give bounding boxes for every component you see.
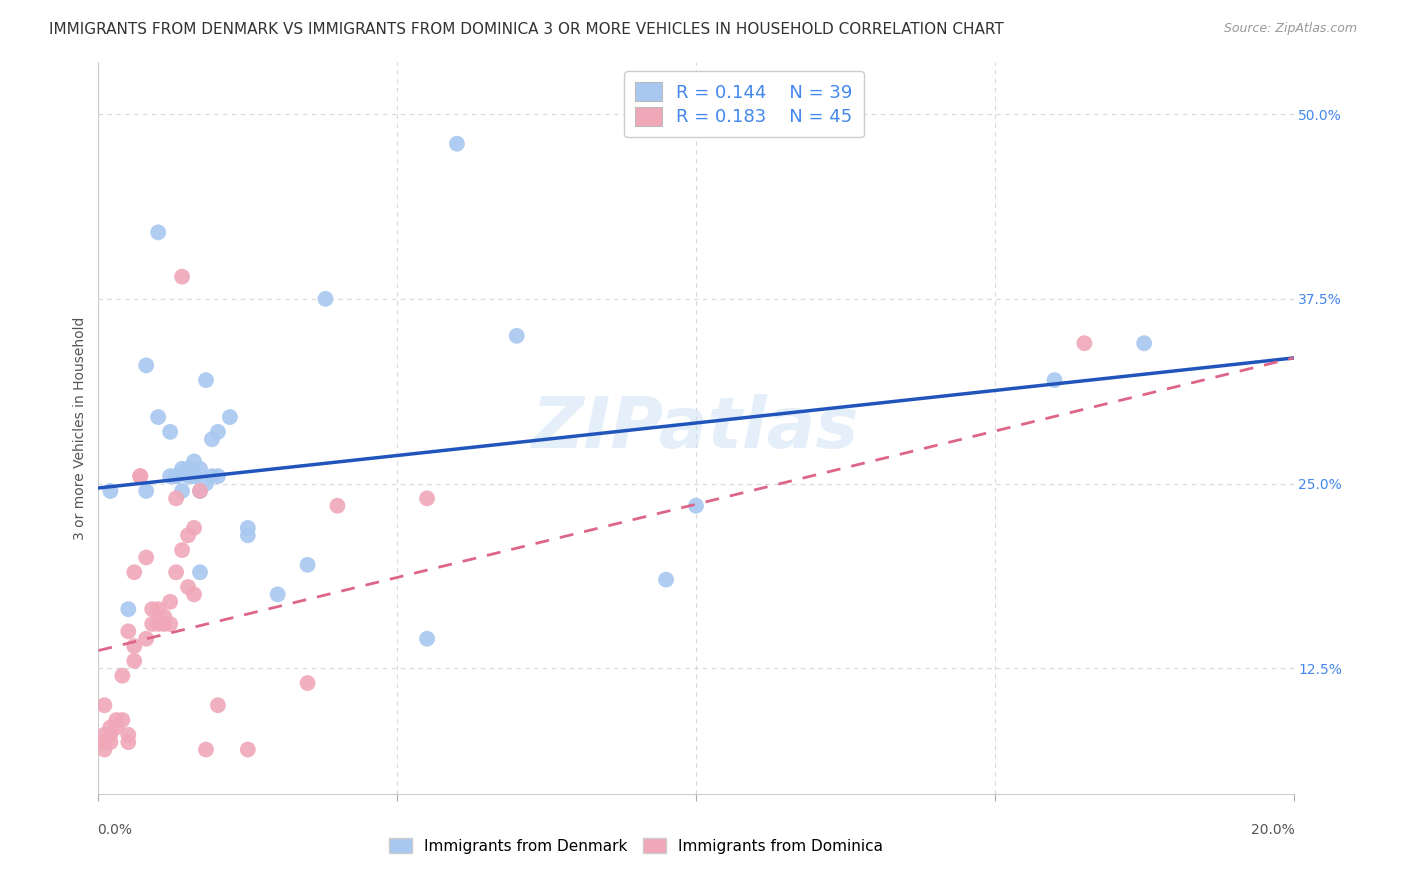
Point <box>172 462 194 476</box>
Point <box>141 616 163 631</box>
Point <box>165 566 187 580</box>
Point <box>159 616 181 631</box>
Point <box>129 469 152 483</box>
Point <box>159 469 181 483</box>
Legend: R = 0.144    N = 39, R = 0.183    N = 45: R = 0.144 N = 39, R = 0.183 N = 45 <box>624 71 863 137</box>
Point <box>98 720 122 734</box>
Point <box>93 735 115 749</box>
Point <box>195 476 218 491</box>
Point <box>195 742 218 756</box>
Point <box>93 728 115 742</box>
Point <box>117 602 139 616</box>
Point <box>124 654 146 668</box>
Point <box>236 528 259 542</box>
Point <box>188 483 211 498</box>
Point <box>148 410 170 425</box>
Point <box>124 566 146 580</box>
Point <box>165 469 187 483</box>
Text: 0.0%: 0.0% <box>97 823 132 837</box>
Point <box>416 632 439 646</box>
Point <box>177 462 200 476</box>
Point <box>416 491 439 506</box>
Point <box>153 609 176 624</box>
Point <box>135 359 157 373</box>
Point <box>148 226 170 240</box>
Point <box>236 521 259 535</box>
Point <box>93 698 115 713</box>
Point <box>297 558 319 572</box>
Point <box>183 521 205 535</box>
Point <box>135 550 157 565</box>
Point <box>188 483 211 498</box>
Point <box>148 602 170 616</box>
Point <box>207 698 229 713</box>
Text: Source: ZipAtlas.com: Source: ZipAtlas.com <box>1223 22 1357 36</box>
Point <box>195 373 218 387</box>
Point <box>446 136 468 151</box>
Text: IMMIGRANTS FROM DENMARK VS IMMIGRANTS FROM DOMINICA 3 OR MORE VEHICLES IN HOUSEH: IMMIGRANTS FROM DENMARK VS IMMIGRANTS FR… <box>49 22 1004 37</box>
Point <box>159 425 181 439</box>
Point <box>236 742 259 756</box>
Point <box>685 499 707 513</box>
Point <box>219 410 242 425</box>
Point <box>297 676 319 690</box>
Point <box>148 616 170 631</box>
Point <box>188 462 211 476</box>
Point <box>117 728 139 742</box>
Point <box>177 469 200 483</box>
Point <box>172 543 194 558</box>
Point <box>201 469 224 483</box>
Point <box>177 528 200 542</box>
Point <box>111 668 134 682</box>
Point <box>172 269 194 284</box>
Point <box>655 573 678 587</box>
Point <box>326 499 349 513</box>
Point <box>98 728 122 742</box>
Point <box>165 469 187 483</box>
Point <box>135 483 157 498</box>
Point <box>153 616 176 631</box>
Point <box>159 595 181 609</box>
Point <box>1043 373 1066 387</box>
Point <box>267 587 290 601</box>
Point <box>105 720 128 734</box>
Y-axis label: 3 or more Vehicles in Household: 3 or more Vehicles in Household <box>73 317 87 540</box>
Point <box>98 735 122 749</box>
Point <box>117 624 139 639</box>
Point <box>183 469 205 483</box>
Point <box>1073 336 1095 351</box>
Point <box>183 454 205 468</box>
Point <box>124 639 146 653</box>
Point <box>105 713 128 727</box>
Point <box>141 602 163 616</box>
Point <box>183 469 205 483</box>
Point <box>135 632 157 646</box>
Point <box>207 425 229 439</box>
Point <box>506 328 529 343</box>
Point <box>129 469 152 483</box>
Point <box>117 735 139 749</box>
Text: 20.0%: 20.0% <box>1251 823 1295 837</box>
Point <box>188 566 211 580</box>
Point <box>207 469 229 483</box>
Point <box>183 587 205 601</box>
Point <box>315 292 337 306</box>
Point <box>177 580 200 594</box>
Point <box>111 713 134 727</box>
Point <box>165 491 187 506</box>
Point <box>98 483 122 498</box>
Point <box>1133 336 1156 351</box>
Point <box>201 432 224 446</box>
Point <box>93 742 115 756</box>
Text: ZIPatlas: ZIPatlas <box>533 393 859 463</box>
Point <box>172 483 194 498</box>
